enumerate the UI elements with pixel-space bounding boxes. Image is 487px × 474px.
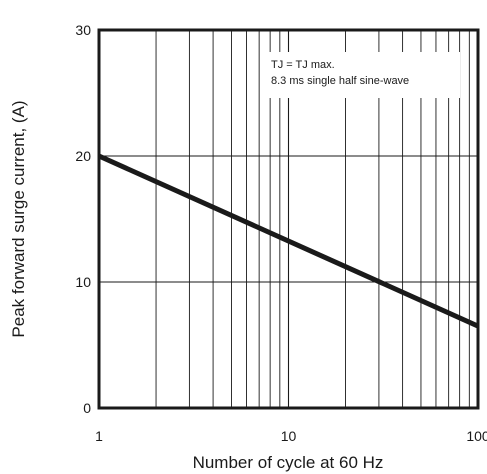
series-line	[97, 153, 480, 329]
annotation-line-1: TJ = TJ max.	[271, 59, 335, 71]
annotation-box	[262, 52, 460, 98]
x-tick-label: 10	[281, 428, 297, 444]
y-tick-label: 30	[75, 22, 91, 38]
x-axis-label: Number of cycle at 60 Hz	[193, 453, 384, 472]
y-tick-label: 0	[83, 400, 91, 416]
annotation-line-2: 8.3 ms single half sine-wave	[271, 75, 409, 87]
y-tick-label: 20	[75, 148, 91, 164]
x-tick-label: 100	[466, 428, 487, 444]
plot-frame	[97, 28, 480, 410]
tick-labels: 1 10 100 0 10 20 30	[75, 22, 487, 444]
y-axis-label: Peak forward surge current, (A)	[9, 100, 28, 337]
x-tick-label: 1	[95, 428, 103, 444]
series-layer	[97, 153, 480, 329]
y-tick-label: 10	[75, 274, 91, 290]
